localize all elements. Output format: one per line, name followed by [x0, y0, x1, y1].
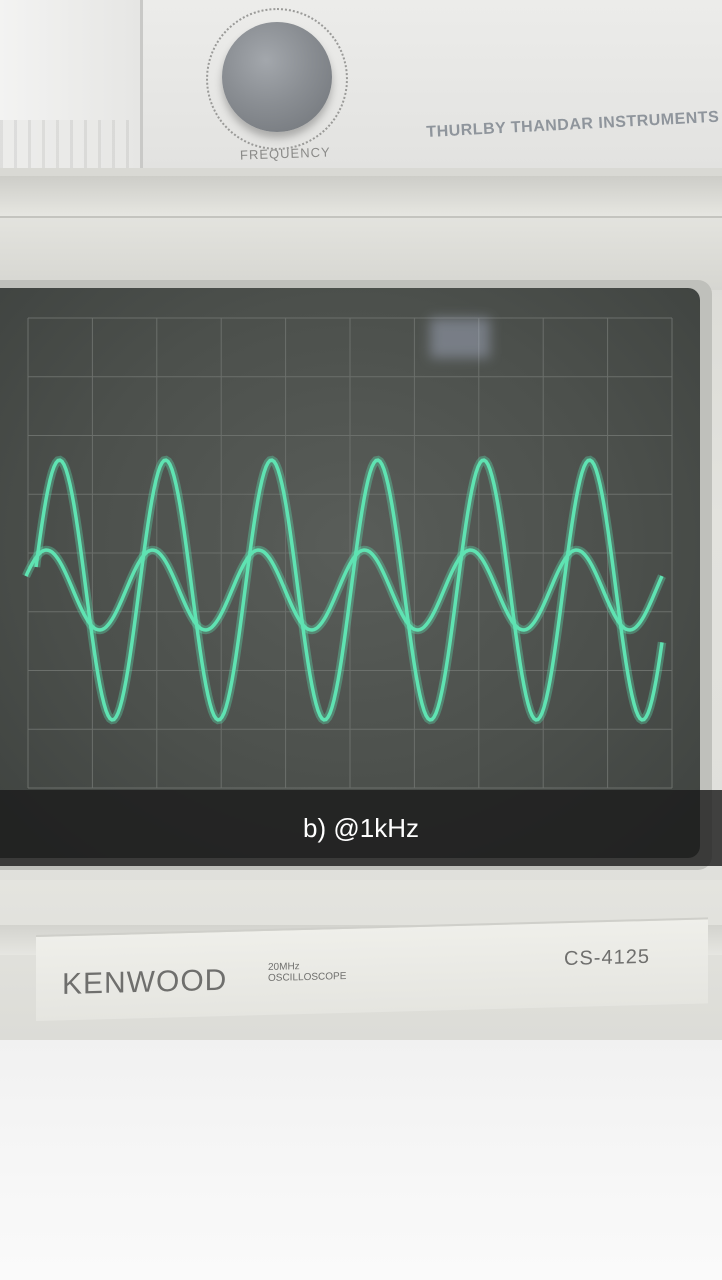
oscilloscope-top-ledge	[0, 176, 722, 218]
caption-text: b) @1kHz	[303, 812, 419, 843]
brand-spec: 20MHz OSCILLOSCOPE	[268, 960, 346, 984]
screen-graticule-and-traces	[22, 317, 673, 789]
brand-spec-type: OSCILLOSCOPE	[268, 970, 347, 984]
waveform-trace-large	[34, 458, 664, 722]
brand-name: KENWOOD	[62, 963, 228, 1001]
oscilloscope-screen	[0, 288, 700, 858]
oscilloscope-screen-hood	[0, 218, 722, 290]
frequency-dial-scale	[206, 8, 348, 150]
frequency-knob-label: FREQUENCY	[239, 144, 331, 163]
waveform-trace-small	[24, 548, 664, 632]
screen-glare	[430, 318, 490, 358]
frequency-knob[interactable]	[222, 22, 332, 132]
waveform-traces	[22, 455, 667, 725]
caption-overlay: b) @1kHz	[0, 790, 722, 866]
model-number: CS-4125	[564, 945, 650, 970]
lab-bench	[0, 1040, 722, 1280]
